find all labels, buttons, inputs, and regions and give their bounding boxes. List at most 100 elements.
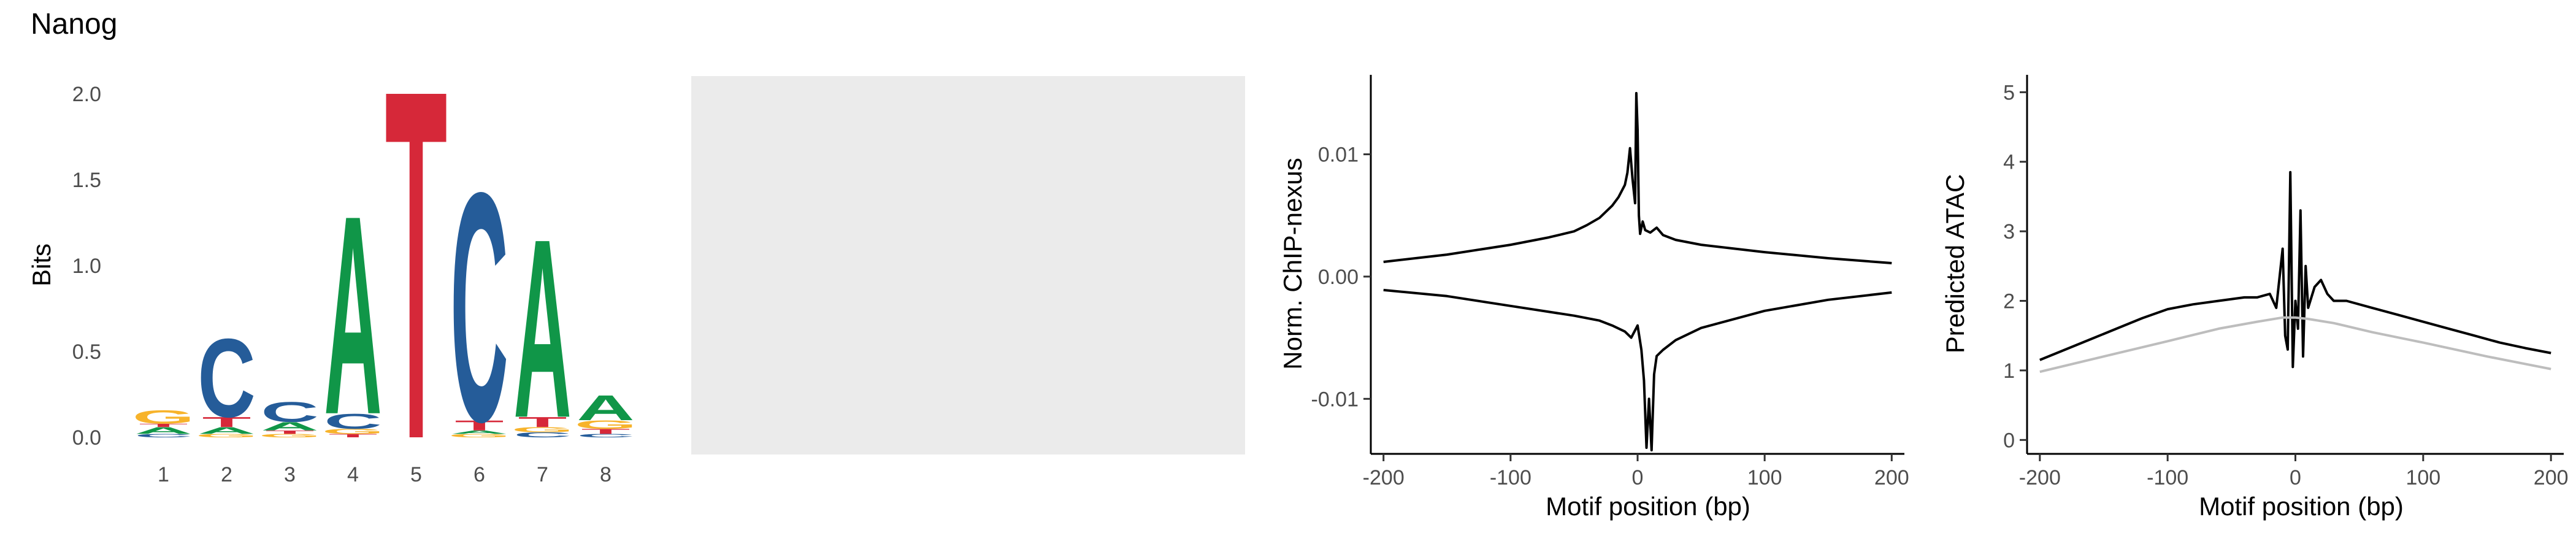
x-tick-label: 100 (2405, 466, 2440, 489)
svg-text:T: T (581, 427, 631, 435)
x-tick-label: -200 (2019, 466, 2061, 489)
svg-text:A: A (324, 157, 381, 474)
logo-letter-C: C (577, 433, 634, 439)
logo-x-tick-label: 3 (284, 463, 296, 486)
logo-letter-A: A (513, 186, 571, 471)
y-tick-label: 0.00 (1318, 266, 1359, 289)
logo-letter-G: G (448, 433, 511, 439)
logo-letter-A: A (134, 425, 192, 435)
svg-text:T: T (518, 414, 567, 430)
atac-x-axis-label: Motif position (bp) (2199, 492, 2404, 521)
logo-letter-T: T (581, 427, 631, 435)
svg-text:G: G (259, 433, 321, 439)
y-tick-label: -0.01 (1311, 388, 1359, 411)
logo-y-tick-label: 1.5 (72, 169, 101, 192)
y-tick-label: 2 (2003, 290, 2015, 313)
figure-title: Nanog (31, 8, 118, 40)
logo-y-tick-label: 2.0 (72, 83, 101, 106)
logo-x-tick-label: 5 (410, 463, 422, 486)
logo-x-tick-label: 1 (158, 463, 169, 486)
logo-letter-C: C (197, 315, 255, 441)
svg-text:T: T (455, 418, 504, 434)
logo-letter-A: A (197, 425, 255, 435)
x-tick-label: 200 (2534, 466, 2569, 489)
svg-text:C: C (261, 396, 318, 427)
y-tick-label: 5 (2003, 81, 2015, 104)
x-tick-label: -100 (1490, 466, 1531, 489)
logo-x-tick-label: 6 (473, 463, 485, 486)
svg-text:T: T (139, 423, 188, 428)
logo-x-tick-label: 7 (537, 463, 548, 486)
svg-text:C: C (577, 433, 634, 439)
svg-text:G: G (322, 427, 385, 435)
chipnexus-x-axis-label: Motif position (bp) (1546, 492, 1750, 521)
chipnexus-y-axis-label: Norm. ChIP-nexus (1278, 158, 1307, 369)
logo-y-tick-label: 0.0 (72, 426, 101, 450)
logo-letter-T: T (329, 433, 378, 439)
logo-x-tick-label: 2 (221, 463, 232, 486)
atac-y-axis-label: Predicted ATAC (1941, 174, 1969, 354)
logo-letter-T: T (139, 423, 188, 428)
svg-text:C: C (197, 315, 255, 441)
svg-text:G: G (196, 433, 258, 439)
logo-letter-A: A (450, 429, 508, 435)
logo-letter-A: A (261, 420, 318, 433)
svg-text:A: A (450, 429, 508, 435)
logo-y-tick-label: 1.0 (72, 255, 101, 278)
y-tick-label: 4 (2003, 151, 2015, 174)
logo-letter-T: T (266, 429, 315, 435)
svg-text:A: A (577, 388, 634, 428)
svg-text:G: G (132, 407, 195, 428)
logo-y-axis-label: Bits (27, 243, 56, 286)
atac-panel: -200 -100 0 100 200 0 1 2 3 4 5 Predicted ATAC Mot… (1941, 75, 2569, 521)
x-tick-label: 100 (1747, 466, 1782, 489)
logo-x-tick-label: 8 (600, 463, 611, 486)
logo-letter-T (386, 94, 447, 437)
svg-text:A: A (134, 425, 192, 435)
logo-letter-T: T (518, 414, 567, 430)
x-tick-label: 200 (1874, 466, 1909, 489)
logo-letter-C: C (261, 396, 318, 427)
logo-letter-T: T (202, 414, 251, 430)
empty-panel (691, 76, 1245, 454)
series-line-positive-strand (1383, 91, 1892, 264)
logo-letter-A: A (324, 157, 381, 474)
series-line-control (2039, 316, 2551, 374)
y-tick-label: 3 (2003, 220, 2015, 243)
x-tick-label: -100 (2147, 466, 2188, 489)
svg-text:C: C (324, 410, 381, 434)
logo-letter-C: C (450, 125, 508, 490)
logo-letter-G: G (575, 418, 637, 431)
logo-letter-G: G (196, 433, 258, 439)
svg-text:T: T (329, 433, 378, 439)
logo-y-tick-label: 0.5 (72, 340, 101, 364)
logo-letter-G: G (132, 407, 195, 428)
y-tick-label: 0.01 (1318, 144, 1359, 167)
y-tick-label: 0 (2003, 429, 2015, 452)
svg-text:C: C (450, 125, 508, 490)
svg-text:T: T (266, 429, 315, 435)
x-tick-label: 0 (1632, 466, 1644, 489)
logo-x-tick-label: 4 (347, 463, 359, 486)
logo-letter-A: A (577, 388, 634, 428)
svg-text:C: C (134, 433, 192, 439)
svg-text:A: A (261, 420, 318, 433)
x-tick-label: 0 (2290, 466, 2301, 489)
logo-letter-C: C (134, 433, 192, 439)
svg-text:G: G (448, 433, 511, 439)
logo-letter-C: C (513, 431, 571, 439)
logo-letter-T: T (455, 418, 504, 434)
x-tick-label: -200 (1363, 466, 1405, 489)
svg-text:A: A (513, 186, 571, 471)
logo-letter-C: C (324, 410, 381, 434)
chipnexus-panel: -200 -100 0 100 200 0.01 0.00 -0.01 Norm. ChIP-… (1278, 75, 1909, 521)
y-tick-label: 1 (2003, 359, 2015, 383)
series-line-predicted (2039, 171, 2551, 369)
svg-text:G: G (575, 418, 637, 431)
svg-text:A: A (197, 425, 255, 435)
svg-text:C: C (513, 431, 571, 439)
series-line-negative-strand (1383, 288, 1892, 451)
logo-letter-G: G (322, 427, 385, 435)
logo-letter-G: G (512, 426, 574, 434)
